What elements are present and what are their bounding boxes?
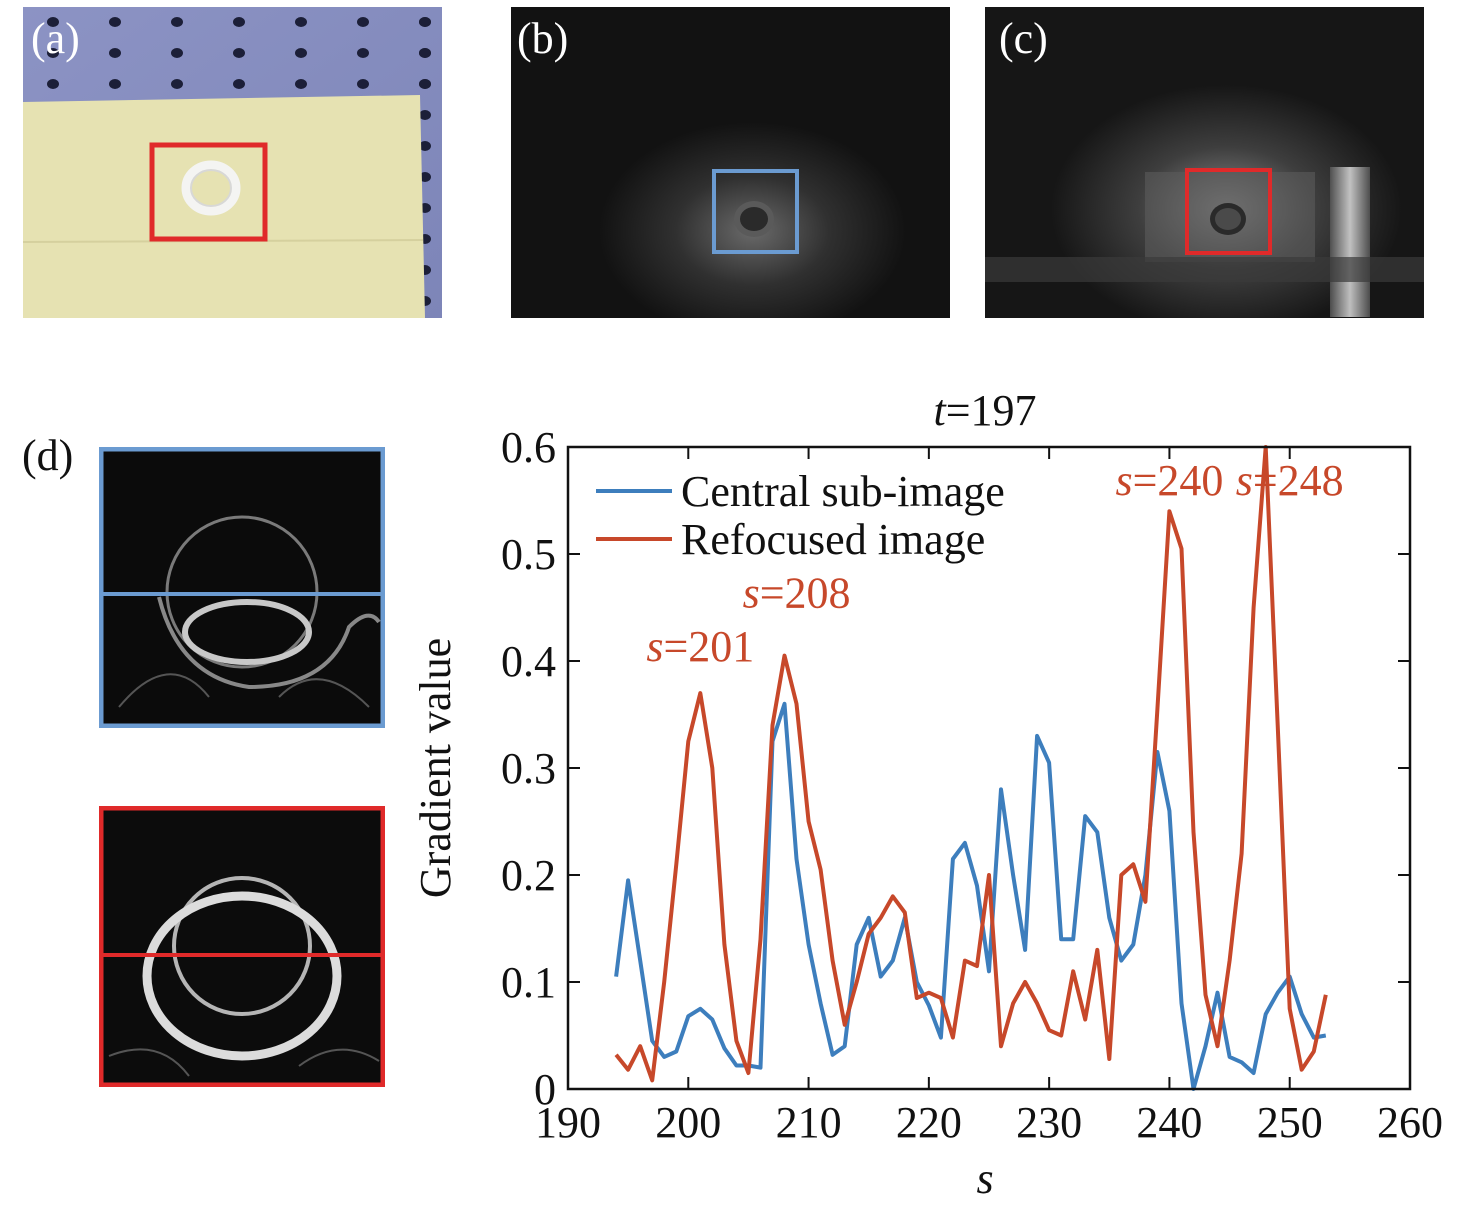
- y-tick-label: 0.3: [501, 744, 556, 793]
- y-tick-label: 0.4: [501, 637, 556, 686]
- photo-panel-b: (b): [511, 7, 950, 318]
- plot-lines: [614, 445, 1328, 1091]
- series-line-2: [614, 445, 1328, 1083]
- chart-title-italic: t: [933, 386, 947, 435]
- photo-panel-a: (a): [23, 7, 442, 318]
- plot-frame: [566, 445, 1412, 1091]
- y-tick-label: 0.6: [501, 423, 556, 472]
- x-axis-label: s: [976, 1154, 993, 1203]
- chart-title-rest: =197: [946, 386, 1037, 435]
- x-tick-label: 230: [1016, 1098, 1082, 1147]
- peak-label-1: s=201: [646, 622, 754, 671]
- legend-label-2: Refocused image: [681, 515, 985, 564]
- panel-label-b: (b): [517, 14, 569, 63]
- panel-label-a: (a): [31, 14, 80, 63]
- refocused-photo: [985, 7, 1424, 318]
- x-tick-label: 240: [1136, 1098, 1202, 1147]
- peak-label-2: s=208: [743, 569, 851, 618]
- central-subimage-photo: [511, 7, 950, 318]
- x-tick-label: 200: [655, 1098, 721, 1147]
- peak-label-3: s=240: [1115, 456, 1223, 505]
- y-tick-label: 0.5: [501, 530, 556, 579]
- zoom-red-image: [99, 806, 385, 1087]
- roi-box-red: [149, 142, 268, 242]
- photo-panel-c: (c): [985, 7, 1424, 318]
- x-tick-label: 210: [776, 1098, 842, 1147]
- series-line-1: [614, 701, 1327, 1091]
- chart-title: t=197: [933, 386, 1036, 435]
- x-tick-label: 260: [1377, 1098, 1443, 1147]
- x-tick-label: 220: [896, 1098, 962, 1147]
- legend-label-1: Central sub-image: [681, 467, 1005, 516]
- y-tick-label: 0.2: [501, 851, 556, 900]
- x-tick-label: 250: [1257, 1098, 1323, 1147]
- setup-photo: [23, 7, 442, 318]
- panel-label-c: (c): [999, 14, 1048, 63]
- x-tick-label: 190: [535, 1098, 601, 1147]
- y-tick-label: 0.1: [501, 958, 556, 1007]
- roi-box-blue: [712, 169, 799, 254]
- roi-box-red-c: [1185, 168, 1272, 255]
- axis-ticks: 190 200 210 220 230 240 250 260 0 0.1 0.2 0.3 0.4 0.5…: [501, 423, 1443, 1147]
- zoom-central-subimage: [99, 447, 385, 728]
- peak-label-4: s=248: [1236, 456, 1344, 505]
- y-axis-label: Gradient value: [411, 638, 460, 898]
- zoom-blue-image: [99, 447, 385, 728]
- panel-label-d: (d): [22, 431, 74, 480]
- zoom-refocused-image: [99, 806, 385, 1087]
- y-tick-label: 0: [534, 1065, 556, 1114]
